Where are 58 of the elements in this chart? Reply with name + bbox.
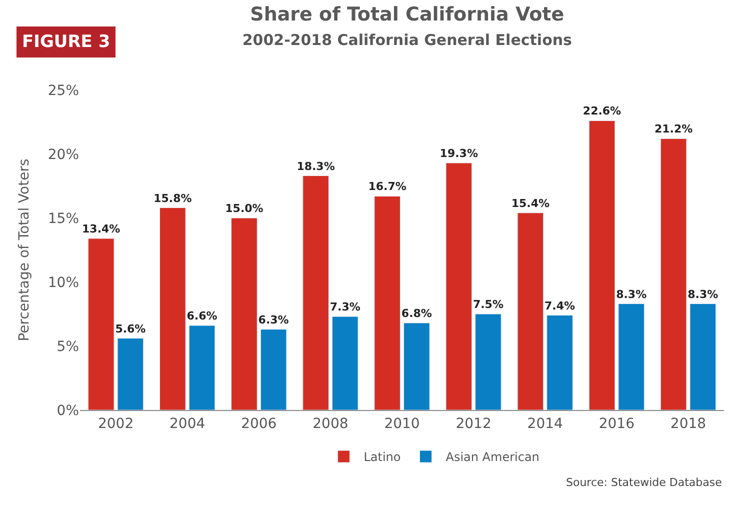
data-label: 19.3% [440, 146, 478, 160]
x-tick-label: 2014 [527, 416, 564, 432]
chart-title: Share of Total California Vote [250, 3, 564, 26]
x-tick-label: 2016 [598, 416, 635, 432]
legend-label: Asian American [446, 450, 540, 464]
bar [475, 314, 502, 410]
data-label: 7.3% [330, 300, 360, 314]
bar [546, 315, 573, 410]
source-note: Source: Statewide Database [566, 476, 722, 489]
data-label: 18.3% [296, 160, 335, 173]
data-label: 13.4% [82, 222, 120, 236]
y-tick-label: 0% [56, 402, 79, 419]
y-tick-label: 10% [48, 274, 79, 291]
data-label: 16.7% [368, 180, 406, 194]
bar [260, 329, 287, 410]
data-label: 6.8% [401, 306, 432, 320]
data-label: 7.4% [544, 299, 576, 312]
y-tick-label: 20% [48, 146, 79, 163]
x-tick-label: 2004 [170, 416, 206, 432]
bar [188, 325, 216, 410]
y-tick-label: 5% [56, 338, 79, 355]
bar [160, 208, 186, 410]
x-tick-label: 2002 [98, 416, 134, 432]
bar [588, 120, 616, 410]
data-label: 21.2% [654, 122, 693, 136]
bar [332, 316, 358, 410]
x-tick-label: 2008 [312, 416, 348, 432]
bar [618, 304, 644, 410]
data-label: 15.8% [154, 192, 192, 205]
bar [302, 176, 329, 410]
data-label: 15.0% [225, 202, 264, 215]
bar [446, 162, 472, 410]
bar [231, 218, 258, 410]
y-tick-label: 15% [48, 210, 79, 227]
legend-label: Latino [364, 450, 401, 464]
x-tick-label: 2010 [384, 416, 420, 432]
data-label: 22.6% [582, 104, 622, 118]
bar [88, 238, 114, 410]
bar [117, 338, 144, 410]
bar [660, 138, 687, 410]
data-label: 7.5% [472, 298, 504, 311]
data-label: 6.3% [258, 313, 289, 326]
data-label: 8.3% [616, 288, 647, 301]
bar [517, 212, 544, 410]
chart-subtitle: 2002-2018 California General Elections [242, 31, 572, 50]
caption: FIGURE 3 [22, 32, 110, 52]
bar [404, 322, 430, 410]
x-tick-label: 2018 [670, 416, 706, 432]
bar [690, 304, 716, 410]
bar [374, 196, 400, 410]
y-tick-label: 25% [48, 82, 79, 99]
data-label: 6.6% [186, 310, 218, 323]
x-tick-label: 2006 [241, 416, 277, 432]
x-tick-label: 2012 [456, 416, 492, 432]
y-axis-title: Percentage of Total Voters [16, 158, 32, 342]
data-label: 15.4% [511, 196, 550, 210]
data-label: 8.3% [688, 288, 718, 301]
data-label: 5.6% [115, 322, 146, 336]
